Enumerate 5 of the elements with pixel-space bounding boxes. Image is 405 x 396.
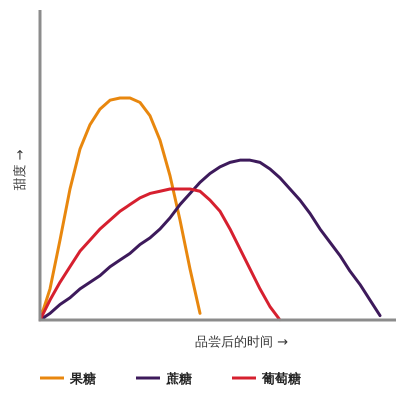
legend-label: 葡萄糖	[261, 371, 301, 387]
y-axis-title: 甜度 →	[12, 149, 28, 191]
x-axis-title: 品尝后的时间 →	[195, 335, 288, 350]
legend-label: 果糖	[69, 371, 96, 387]
legend-label: 蔗糖	[165, 371, 192, 387]
